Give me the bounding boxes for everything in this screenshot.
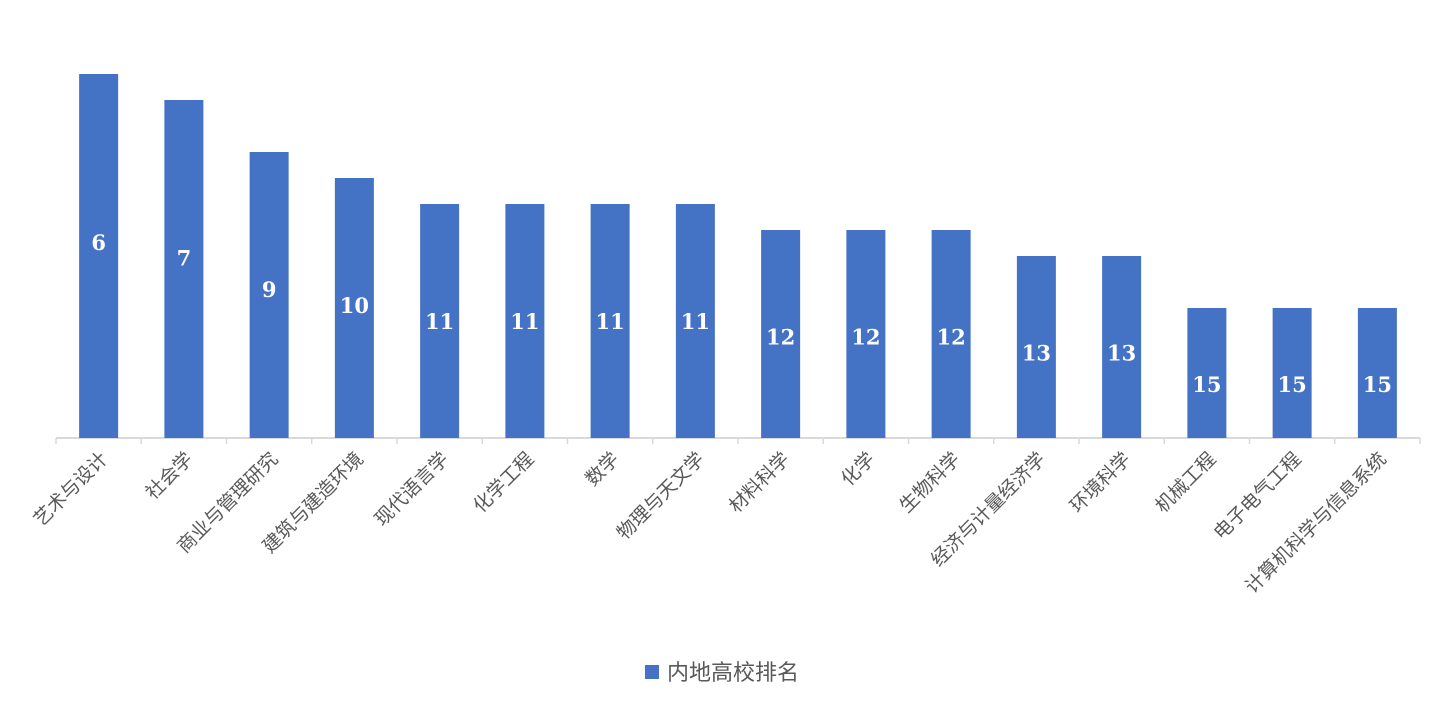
bar — [1357, 308, 1397, 438]
data-label: 11 — [681, 309, 710, 334]
bar-chart: 6艺术与设计7社会学9商业与管理研究10建筑与建造环境11现代语言学11化学工程… — [29, 74, 1421, 598]
x-tick-label: 机械工程 — [1151, 448, 1220, 517]
data-label: 7 — [177, 246, 192, 271]
data-label: 12 — [937, 325, 966, 350]
x-tick-label: 生物科学 — [895, 448, 964, 517]
bar — [1102, 256, 1142, 438]
x-tick-label: 材料科学 — [725, 448, 794, 517]
bar — [420, 204, 460, 438]
bar — [164, 100, 204, 438]
bar — [931, 230, 971, 438]
bar — [1187, 308, 1227, 438]
legend-label: 内地高校排名 — [666, 661, 799, 686]
data-label: 9 — [262, 277, 277, 302]
x-tick-label: 计算机科学与信息系统 — [1241, 448, 1391, 598]
bar — [249, 152, 289, 438]
x-tick-label: 现代语言学 — [370, 448, 453, 531]
bar — [1016, 256, 1056, 438]
x-tick-label: 化学工程 — [469, 448, 538, 517]
bar — [761, 230, 801, 438]
x-tick-label: 物理与天文学 — [613, 448, 709, 544]
x-tick-label: 化学 — [837, 448, 879, 490]
legend-swatch — [644, 665, 659, 679]
data-label: 11 — [596, 309, 625, 334]
bar — [590, 204, 630, 438]
data-label: 12 — [851, 325, 880, 350]
x-tick-label: 电子电气工程 — [1209, 448, 1305, 544]
bar — [505, 204, 545, 438]
data-label: 11 — [510, 309, 539, 334]
data-label: 13 — [1107, 340, 1136, 365]
bar — [79, 74, 119, 438]
data-label: 15 — [1278, 372, 1307, 397]
bar — [675, 204, 715, 438]
data-label: 15 — [1192, 372, 1221, 397]
bar — [846, 230, 886, 438]
data-label: 12 — [766, 325, 795, 350]
data-label: 10 — [340, 293, 369, 318]
x-tick-label: 环境科学 — [1066, 448, 1135, 517]
x-tick-label: 数学 — [581, 448, 623, 490]
bar — [334, 178, 374, 438]
data-label: 13 — [1022, 340, 1051, 365]
x-tick-label: 社会学 — [142, 448, 198, 504]
data-label: 15 — [1363, 372, 1392, 397]
x-tick-label: 艺术与设计 — [29, 448, 112, 531]
data-label: 11 — [425, 309, 454, 334]
data-label: 6 — [91, 230, 106, 255]
bar — [1272, 308, 1312, 438]
legend: 内地高校排名 — [0, 655, 1444, 687]
